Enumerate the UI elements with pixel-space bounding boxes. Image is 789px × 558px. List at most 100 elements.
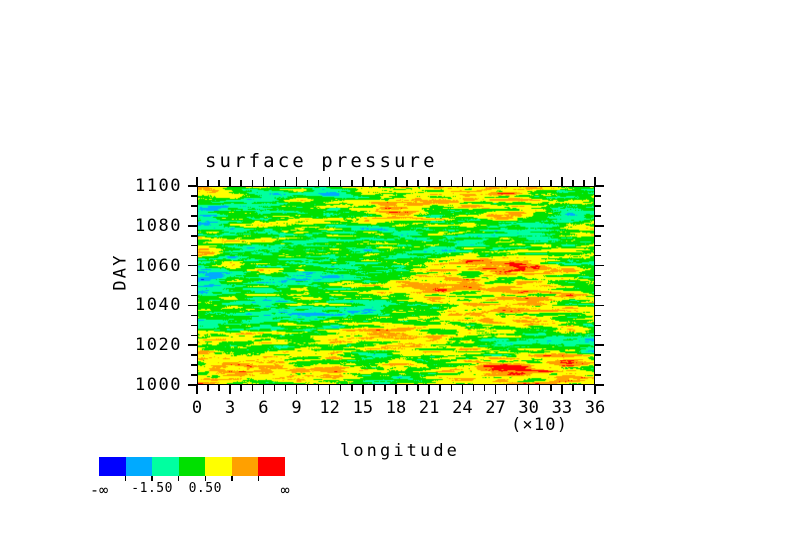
x-axis-tick-top	[229, 177, 231, 186]
colorbar-swatch	[99, 457, 126, 476]
colorbar-swatch	[125, 457, 153, 476]
colorbar-swatch	[258, 457, 286, 476]
y-axis-tick	[191, 334, 197, 336]
x-axis-tick-top	[295, 177, 298, 186]
x-axis-tick-top	[207, 180, 209, 186]
y-axis-tick-right	[595, 334, 601, 336]
colorbar-label: 0.50	[188, 481, 222, 496]
x-axis-tick-top	[483, 180, 486, 186]
x-axis-tick	[339, 385, 342, 391]
x-axis-tick-top	[461, 177, 464, 186]
x-axis-tick-top	[494, 177, 497, 186]
y-axis-tick	[188, 304, 197, 307]
x-axis-tick-top	[284, 180, 287, 186]
x-axis-tick	[505, 385, 508, 391]
x-axis-tick-label: 30	[518, 398, 539, 418]
y-axis-tick	[191, 354, 197, 356]
x-axis-tick	[439, 385, 441, 391]
colorbar	[99, 457, 286, 476]
colorbar-tick	[231, 476, 233, 481]
x-axis-tick	[406, 385, 408, 391]
x-axis-tick-top	[550, 180, 552, 186]
x-axis-tick-label: 18	[385, 398, 407, 418]
colorbar-tick	[124, 476, 127, 481]
y-axis-tick	[191, 274, 197, 277]
x-axis-tick-top	[538, 180, 541, 186]
x-axis-tick-top	[373, 180, 375, 186]
y-axis-tick-right	[595, 294, 601, 297]
x-axis-tick-top	[527, 177, 530, 186]
colorbar-tick	[177, 476, 180, 481]
x-axis-tick	[229, 385, 231, 394]
y-axis-tick-label: 1100	[135, 176, 182, 196]
x-axis-tick-top	[417, 180, 419, 186]
y-axis-tick-right	[595, 354, 601, 356]
y-axis-tick-right	[595, 225, 604, 227]
x-axis-tick	[362, 385, 364, 394]
x-axis-tick-top	[351, 180, 353, 186]
colorbar-tick	[151, 476, 153, 481]
x-axis-tick-label: 9	[291, 398, 302, 418]
x-axis-tick	[373, 385, 375, 391]
x-axis-tick	[240, 385, 242, 391]
x-axis-tick-top	[218, 180, 220, 186]
y-axis-tick-right	[595, 384, 604, 386]
x-axis-tick-label: 24	[452, 398, 473, 418]
x-axis-tick	[516, 385, 519, 391]
x-axis-tick-top	[384, 180, 386, 186]
colorbar-label: ∞	[280, 481, 290, 499]
x-axis-tick	[550, 385, 552, 391]
x-axis-tick	[483, 385, 486, 391]
y-axis-tick-right	[595, 324, 601, 327]
y-axis-tick-right	[595, 284, 601, 287]
y-axis-tick	[191, 324, 197, 327]
y-axis-tick	[191, 244, 197, 247]
x-axis-tick	[494, 385, 497, 394]
x-axis-tick-label: 27	[485, 398, 506, 418]
y-axis-tick-right	[595, 264, 604, 267]
x-axis-tick	[450, 385, 453, 391]
y-axis-tick-label: 1060	[135, 255, 182, 276]
x-axis-tick-top	[306, 180, 309, 186]
x-axis-tick	[461, 385, 464, 394]
y-axis-tick-right	[595, 185, 604, 187]
heatmap-plot-area	[197, 186, 595, 385]
x-axis-tick	[572, 385, 574, 391]
x-axis-tick	[207, 385, 209, 391]
colorbar-tick	[257, 476, 260, 481]
colorbar-swatch	[231, 457, 259, 476]
y-axis-tick-label: 1000	[135, 375, 182, 395]
y-axis-tick	[191, 374, 197, 376]
y-axis-tick-right	[595, 244, 601, 247]
y-axis-tick	[191, 215, 197, 217]
colorbar-ticks	[99, 476, 285, 481]
colorbar-tick	[204, 476, 207, 481]
y-axis-tick	[191, 294, 197, 297]
y-axis-tick	[188, 225, 197, 227]
x-axis-tick	[428, 385, 430, 394]
x-axis-tick	[251, 385, 254, 391]
y-axis-tick-right	[595, 314, 601, 317]
x-axis-tick	[583, 385, 585, 391]
x-axis-tick	[351, 385, 353, 391]
x-axis-tick-top	[406, 180, 408, 186]
x-axis-tick-top	[362, 177, 364, 186]
x-axis-tick-top	[583, 180, 585, 186]
x-axis-tick-top	[395, 177, 397, 186]
y-axis-tick-right	[595, 235, 601, 237]
heatmap-field	[198, 187, 594, 384]
y-axis-tick-right	[595, 274, 601, 277]
y-axis-tick	[188, 185, 197, 187]
x-axis-tick-label: 33	[551, 398, 573, 418]
y-axis-tick-label: 1040	[135, 295, 182, 316]
x-axis-tick-top	[273, 180, 276, 186]
x-axis-tick-top	[262, 177, 265, 186]
page-title: surface pressure	[205, 150, 438, 172]
x-axis-tick	[196, 385, 198, 394]
x-axis-tick	[218, 385, 220, 391]
y-axis-tick	[188, 344, 197, 346]
x-axis-tick	[395, 385, 397, 394]
y-axis-tick-label: 1080	[135, 215, 182, 236]
x-axis-tick-top	[594, 177, 596, 186]
x-axis-tick	[594, 385, 596, 394]
